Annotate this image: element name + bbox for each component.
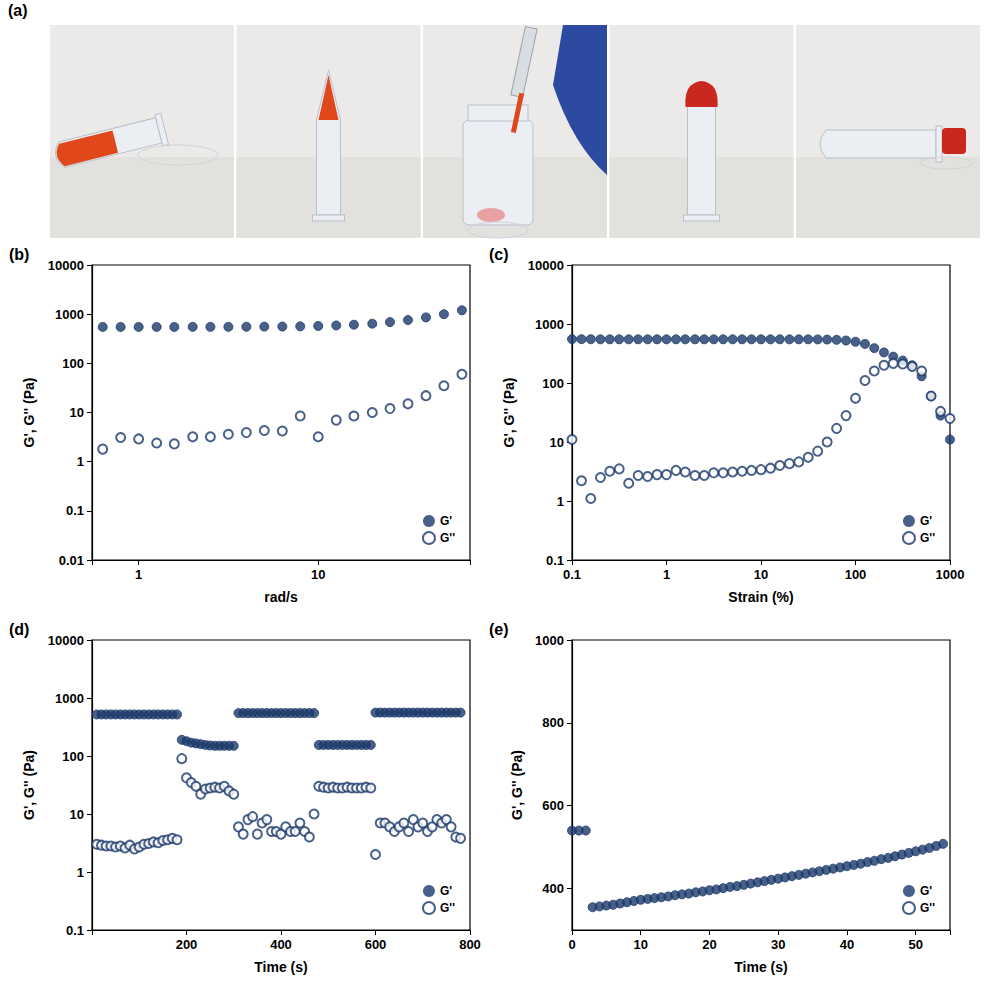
svg-text:Strain (%): Strain (%) <box>728 589 793 605</box>
svg-text:400: 400 <box>270 937 292 952</box>
svg-text:G'': G'' <box>920 531 935 545</box>
svg-text:G': G' <box>920 514 932 528</box>
svg-text:10: 10 <box>754 567 768 582</box>
svg-text:(b): (b) <box>9 246 29 263</box>
svg-text:40: 40 <box>840 937 854 952</box>
svg-text:10: 10 <box>550 435 564 450</box>
svg-text:G': G' <box>440 514 452 528</box>
svg-text:0.1: 0.1 <box>563 567 581 582</box>
svg-text:G'': G'' <box>440 901 455 915</box>
svg-text:600: 600 <box>365 937 387 952</box>
svg-text:100: 100 <box>845 567 867 582</box>
svg-text:G': G' <box>440 884 452 898</box>
svg-text:Time (s): Time (s) <box>254 959 307 975</box>
svg-text:G', G'' (Pa): G', G'' (Pa) <box>21 378 37 448</box>
svg-text:200: 200 <box>176 937 198 952</box>
svg-text:10000: 10000 <box>48 258 84 273</box>
svg-text:G': G' <box>920 884 932 898</box>
svg-text:1: 1 <box>77 454 84 469</box>
svg-text:800: 800 <box>542 715 564 730</box>
svg-text:1: 1 <box>557 494 564 509</box>
svg-text:10: 10 <box>70 807 84 822</box>
svg-text:1: 1 <box>77 865 84 880</box>
svg-text:10000: 10000 <box>528 258 564 273</box>
svg-text:(d): (d) <box>9 621 29 638</box>
svg-text:0.1: 0.1 <box>66 923 84 938</box>
svg-text:100: 100 <box>542 376 564 391</box>
svg-text:400: 400 <box>542 881 564 896</box>
svg-text:1: 1 <box>663 567 670 582</box>
svg-text:0: 0 <box>568 937 575 952</box>
svg-text:1000: 1000 <box>55 691 84 706</box>
svg-text:1000: 1000 <box>936 567 965 582</box>
svg-text:20: 20 <box>702 937 716 952</box>
svg-text:1000: 1000 <box>535 317 564 332</box>
svg-text:G'': G'' <box>440 531 455 545</box>
svg-text:0.1: 0.1 <box>66 503 84 518</box>
svg-text:(c): (c) <box>489 246 509 263</box>
svg-text:(e): (e) <box>489 621 509 638</box>
svg-text:1: 1 <box>135 567 142 582</box>
svg-text:G', G'' (Pa): G', G'' (Pa) <box>509 750 525 820</box>
svg-text:100: 100 <box>62 749 84 764</box>
svg-text:10: 10 <box>70 405 84 420</box>
svg-text:800: 800 <box>459 937 481 952</box>
svg-text:0.01: 0.01 <box>59 553 84 568</box>
svg-text:G', G'' (Pa): G', G'' (Pa) <box>21 750 37 820</box>
svg-text:0.1: 0.1 <box>546 553 564 568</box>
html-text:(a): (a) <box>8 2 28 19</box>
svg-text:1000: 1000 <box>535 633 564 648</box>
svg-text:10: 10 <box>633 937 647 952</box>
svg-text:600: 600 <box>542 798 564 813</box>
svg-text:G', G'' (Pa): G', G'' (Pa) <box>501 378 517 448</box>
svg-text:100: 100 <box>62 356 84 371</box>
svg-text:G'': G'' <box>920 901 935 915</box>
svg-text:10000: 10000 <box>48 633 84 648</box>
svg-text:30: 30 <box>771 937 785 952</box>
svg-text:50: 50 <box>908 937 922 952</box>
svg-text:10: 10 <box>311 567 325 582</box>
svg-text:1000: 1000 <box>55 307 84 322</box>
svg-text:rad/s: rad/s <box>264 589 298 605</box>
svg-text:Time (s): Time (s) <box>734 959 787 975</box>
